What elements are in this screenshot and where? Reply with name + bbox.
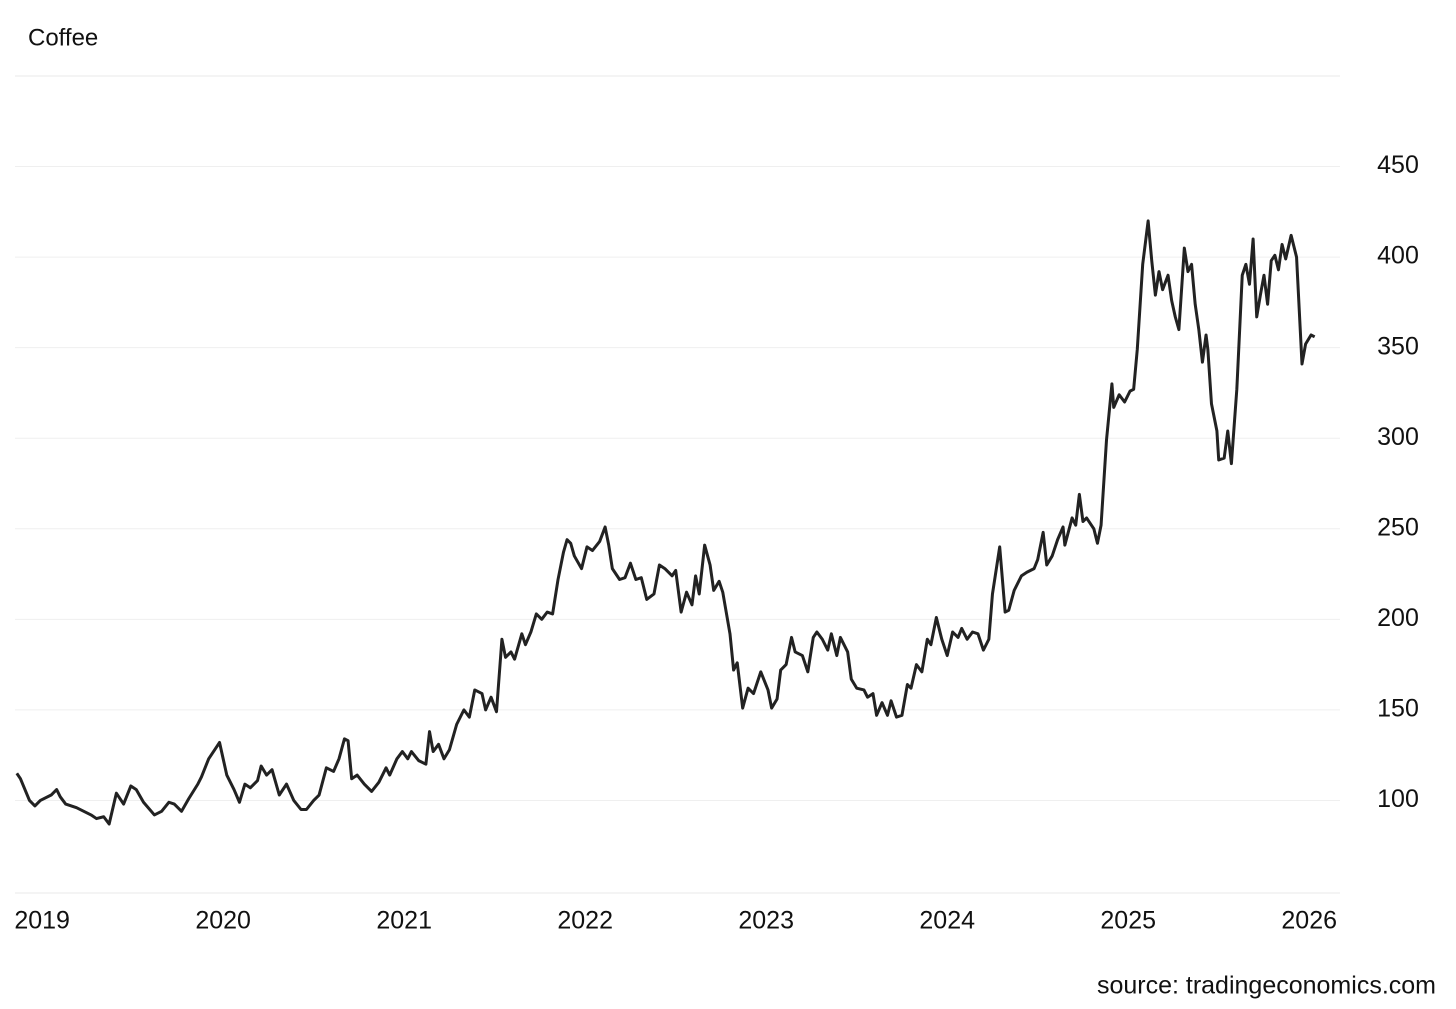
x-tick-label: 2024 — [919, 907, 975, 935]
y-tick-label: 100 — [1377, 785, 1419, 813]
y-tick-label: 250 — [1377, 513, 1419, 541]
chart-title: Coffee — [28, 24, 98, 51]
x-tick-label: 2020 — [195, 907, 251, 935]
x-tick-label: 2021 — [376, 907, 432, 935]
x-tick-label: 2023 — [738, 907, 794, 935]
x-tick-label: 2026 — [1281, 907, 1337, 935]
y-tick-label: 400 — [1377, 242, 1419, 270]
y-tick-label: 300 — [1377, 423, 1419, 451]
x-tick-label: 2025 — [1100, 907, 1156, 935]
y-tick-label: 450 — [1377, 151, 1419, 179]
price-line — [15, 219, 1316, 826]
source: source: tradingeconomics.com — [1097, 972, 1436, 1000]
x-tick-label: 2022 — [557, 907, 613, 935]
y-tick-label: 150 — [1377, 694, 1419, 722]
x-tick-label: 2019 — [14, 907, 70, 935]
y-tick-label: 350 — [1377, 332, 1419, 360]
y-tick-label: 200 — [1377, 604, 1419, 632]
